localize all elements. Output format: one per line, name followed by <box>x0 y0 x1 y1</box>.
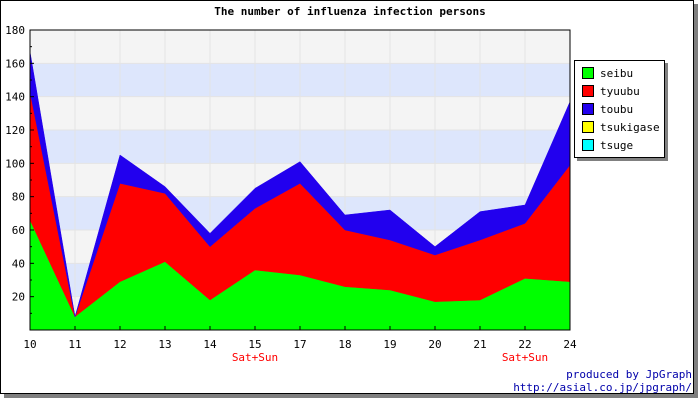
y-tick-label: 160 <box>5 57 25 70</box>
legend-item-tsukigase: tsukigase <box>575 118 664 136</box>
x-tick-label: 21 <box>473 338 486 351</box>
x-tick-label: 24 <box>563 338 577 351</box>
x-tick-label: 15 <box>248 338 261 351</box>
x-tick-label: 13 <box>158 338 171 351</box>
y-tick-label: 80 <box>12 191 25 204</box>
x-tick-label: 18 <box>338 338 351 351</box>
legend-item-tyuubu: tyuubu <box>575 82 664 100</box>
x-tick-label: 10 <box>23 338 36 351</box>
legend-swatch <box>582 139 594 151</box>
y-tick-label: 180 <box>5 24 25 37</box>
x-tick-label: 22 <box>518 338 531 351</box>
legend-item-tsuge: tsuge <box>575 136 664 154</box>
legend: seibu tyuubu toubu tsukigase tsuge <box>574 60 665 158</box>
x-annotation-label: Sat+Sun <box>502 351 548 364</box>
legend-item-seibu: seibu <box>575 64 664 82</box>
legend-label: tsukigase <box>600 120 660 134</box>
x-tick-label: 20 <box>428 338 441 351</box>
credit-producer[interactable]: produced by JpGraph <box>566 368 692 381</box>
x-annotation-label: Sat+Sun <box>232 351 278 364</box>
legend-item-toubu: toubu <box>575 100 664 118</box>
y-tick-label: 100 <box>5 157 25 170</box>
legend-swatch <box>582 85 594 97</box>
y-tick-label: 140 <box>5 91 25 104</box>
y-tick-label: 40 <box>12 257 25 270</box>
chart-title: The number of influenza infection person… <box>214 5 486 18</box>
x-tick-label: 11 <box>68 338 81 351</box>
legend-label: tsuge <box>600 138 634 152</box>
legend-swatch <box>582 103 594 115</box>
x-tick-label: 19 <box>383 338 396 351</box>
credit-url-link[interactable]: http://asial.co.jp/jpgraph/ <box>513 381 692 394</box>
y-tick-label: 120 <box>5 124 25 137</box>
legend-swatch <box>582 121 594 133</box>
legend-label: tyuubu <box>600 84 640 98</box>
x-tick-label: 12 <box>113 338 126 351</box>
x-tick-label: 14 <box>203 338 217 351</box>
legend-label: seibu <box>600 66 634 80</box>
legend-swatch <box>582 67 594 79</box>
legend-label: toubu <box>600 102 634 116</box>
y-tick-label: 20 <box>12 291 25 304</box>
y-tick-label: 60 <box>12 224 25 237</box>
x-tick-label: 17 <box>293 338 306 351</box>
